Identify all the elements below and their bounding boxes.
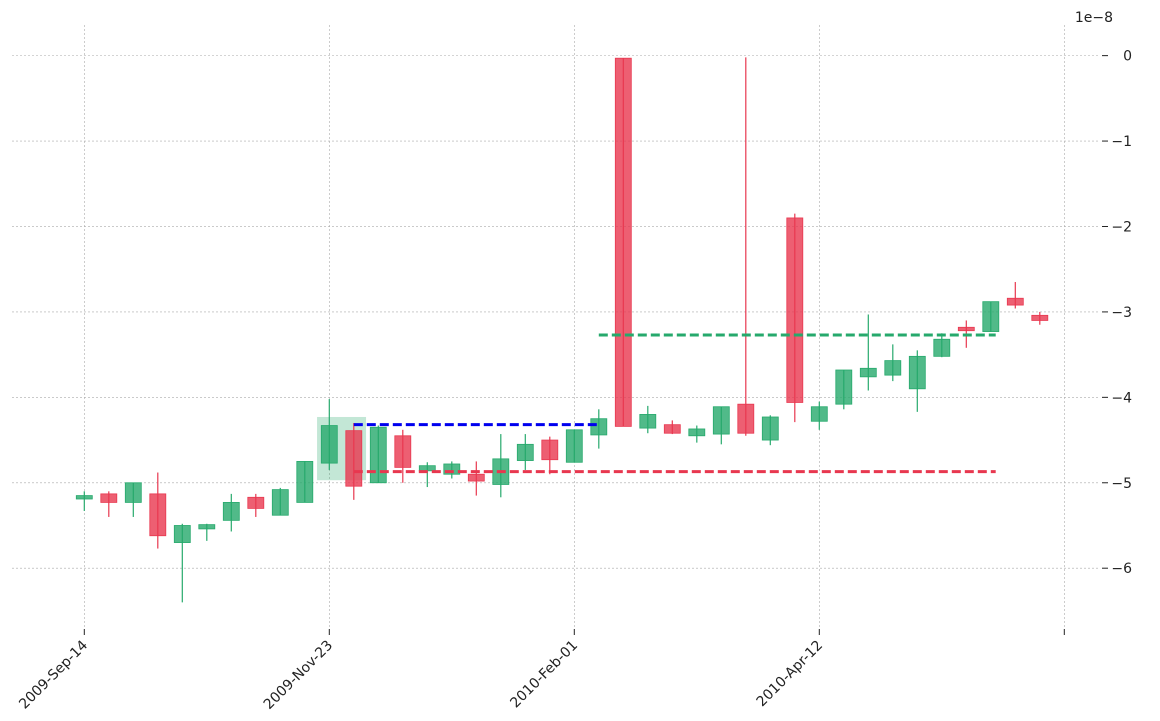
candle-body — [982, 301, 1000, 332]
candle-body — [737, 403, 755, 434]
candle-body — [884, 360, 902, 376]
candle-body — [198, 524, 216, 530]
candle-body — [516, 443, 534, 461]
x-tick-label: 2009-Sep-14 — [16, 637, 91, 712]
candle-body — [688, 428, 706, 437]
y-tick-label: −1 — [1111, 134, 1132, 150]
candle-body — [957, 326, 975, 332]
candle-body — [369, 426, 387, 484]
candle-body — [394, 435, 412, 468]
candle-body — [786, 217, 804, 403]
candle-body — [75, 495, 93, 500]
candle-body — [614, 57, 632, 427]
candle-layer — [75, 57, 1049, 603]
line-layer — [353, 333, 996, 474]
y-tick-label: −3 — [1111, 305, 1132, 321]
y-tick-label: −6 — [1111, 561, 1132, 577]
candle-body — [933, 338, 951, 357]
y-offset-label: 1e−8 — [1075, 10, 1113, 26]
candle-body — [835, 369, 853, 405]
candle-body — [173, 525, 191, 543]
candle-body — [100, 493, 118, 503]
y-tick-label: 0 — [1123, 49, 1132, 65]
candle-body — [443, 463, 461, 475]
candle-body — [345, 430, 363, 487]
x-tick-label: 2010-Feb-01 — [507, 638, 581, 712]
candle-body — [639, 414, 657, 429]
candle-body — [590, 418, 608, 436]
candle-body — [712, 406, 730, 435]
candle-body — [296, 461, 314, 503]
candle-body — [663, 424, 681, 434]
candle-body — [320, 425, 338, 464]
candle-body — [418, 465, 436, 472]
candle-body — [541, 439, 559, 461]
candle-body — [761, 416, 779, 441]
candle-body — [859, 367, 877, 378]
y-tick-label: −4 — [1111, 390, 1132, 406]
grid-layer — [12, 25, 1100, 628]
candle-body — [222, 502, 240, 521]
candle-body — [124, 482, 142, 503]
y-tick-label: −2 — [1111, 219, 1132, 235]
candle-body — [271, 489, 289, 516]
candle-body — [565, 429, 583, 463]
candle-body — [1031, 314, 1049, 321]
candle-body — [908, 355, 926, 390]
y-tick-label: −5 — [1111, 476, 1132, 492]
candle-body — [467, 473, 485, 482]
candle-body — [247, 496, 265, 509]
x-tick-label: 2009-Nov-23 — [261, 638, 336, 713]
candle-body — [810, 406, 828, 422]
candle-body — [1006, 297, 1024, 306]
x-tick-label: 2010-Apr-12 — [754, 638, 827, 711]
candle-body — [149, 493, 167, 537]
